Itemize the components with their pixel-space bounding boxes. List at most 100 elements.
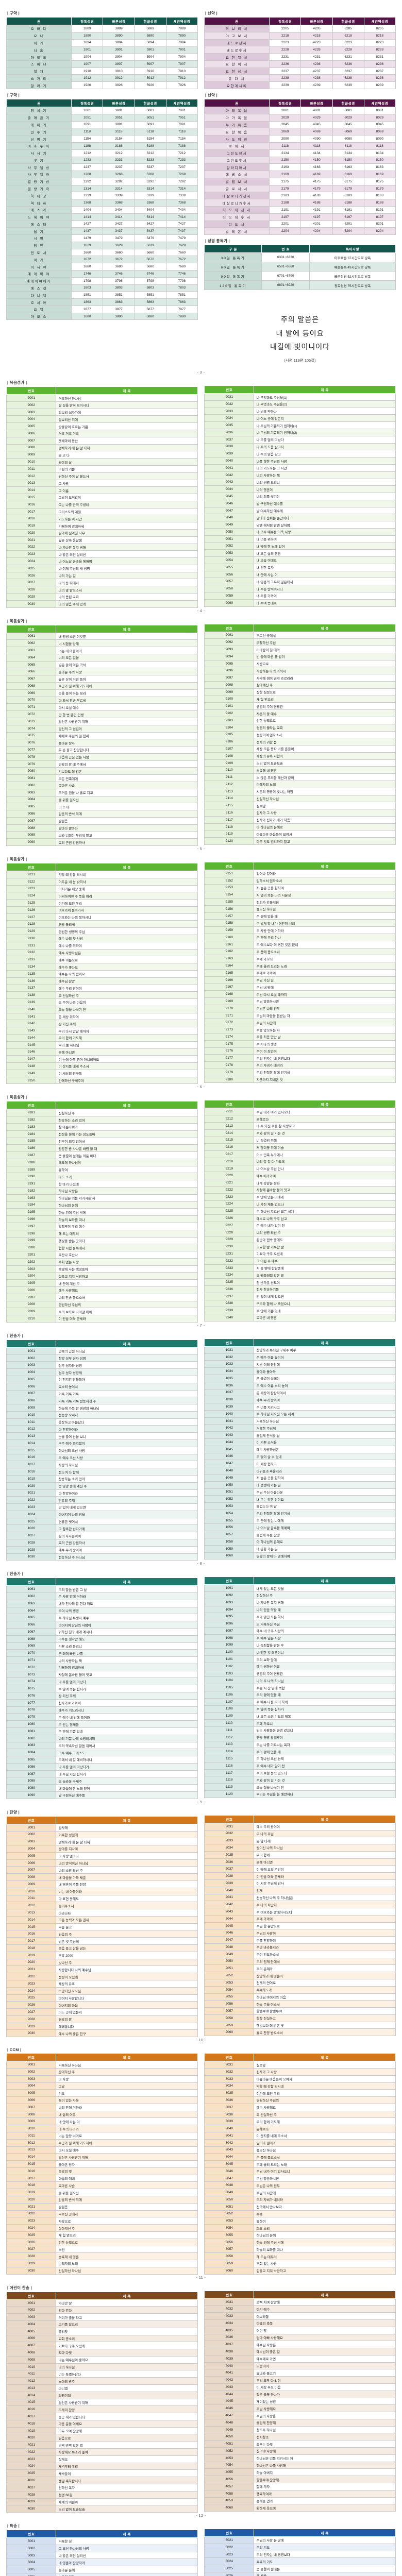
song-row[interactable]: 9104 성령의 불타는 교회 — [204, 723, 396, 732]
song-row[interactable]: 9002 갈 길을 밝히 보이시니 — [6, 401, 198, 409]
song-row[interactable]: 2058 항상 진실하고 — [204, 2014, 396, 2022]
song-row[interactable]: 1035 큰 물결이 설레는 — [204, 1375, 396, 1382]
song-row[interactable]: 9095 사랑으로 — [204, 659, 396, 668]
song-row[interactable]: 9136 예수님 찬양 — [6, 977, 198, 985]
song-row[interactable]: 9032 나 무엇과도 주님을(2) — [204, 400, 396, 408]
song-row[interactable]: 9003 갈보리 십자가에 — [6, 408, 198, 416]
song-row[interactable]: 9225 주 하나님 지으신 모든 세계 — [204, 1207, 396, 1215]
song-row[interactable]: 1112 영광 영광 할렐루야 — [204, 1733, 396, 1741]
song-row[interactable]: 9195 하늘 위에 주님 밖에 — [6, 1208, 198, 1216]
song-row[interactable]: 2037 이 땅에 오직 주만이 — [204, 1865, 396, 1873]
song-row[interactable]: 9213 내 주 되신 주를 참 사랑하고 — [204, 1122, 396, 1130]
song-row[interactable]: 2012 들어주소서 — [6, 1902, 198, 1910]
song-row[interactable]: 9113 시온의 영광이 빛나는 아침 — [204, 787, 396, 795]
song-row[interactable]: 2011 다 표현 못해도 — [6, 1894, 198, 1903]
song-row[interactable]: 1032 주 예수 이름 높이어 — [204, 1353, 396, 1361]
song-row[interactable]: 1007 거룩 거룩 거룩 — [6, 1389, 198, 1398]
song-row[interactable]: 9147 이 눈에 아무 증거 아니뵈어도 — [6, 1055, 198, 1063]
song-row[interactable]: 9138 오 신실하신 주 — [6, 991, 198, 999]
song-row[interactable]: 9145 우리 主 하나님 — [6, 1041, 198, 1049]
song-row[interactable]: 9037 나 주를 멀리 떠났다 — [204, 435, 396, 444]
song-row[interactable]: 4039 예수께로 가면 — [204, 2354, 396, 2363]
song-row[interactable]: 2020 빛나신 주 — [6, 1958, 198, 1967]
song-row[interactable]: 9010 광야의 삶 — [6, 458, 198, 466]
song-row[interactable]: 3007 나의 안에 거하라 — [6, 2103, 198, 2111]
song-row[interactable]: 5023 주의 인자는 내 생명보다 — [204, 2550, 396, 2558]
song-row[interactable]: 9220 예수 따라가며 — [204, 1172, 396, 1180]
song-row[interactable]: 9230 고요한 밤 거룩한 밤 — [204, 1243, 396, 1251]
song-row[interactable]: 4031 손뼉 치며 찬양해 — [204, 2298, 396, 2306]
song-row[interactable]: 3038 오 신실하신 주 — [204, 2110, 396, 2119]
song-row[interactable]: 1036 주 예수 이름 소리 높여 — [204, 1381, 396, 1389]
song-row[interactable]: 1120 우리는 주님을 늘 배반하나 — [204, 1790, 396, 1798]
song-row[interactable]: 5004 내 영혼아 찬양하라 — [6, 2558, 198, 2567]
song-row[interactable]: 9207 나의 찬송 들으소서 — [6, 1293, 198, 1301]
song-row[interactable]: 9199 햇빛을 받는 곳마다 — [6, 1236, 198, 1245]
song-row[interactable]: 9154 저 멀리 뵈는 나의 시온성 — [204, 891, 396, 899]
song-row[interactable]: 9031 나 무엇과도 주님을(1) — [204, 393, 396, 401]
song-row[interactable]: 9146 은혜 아니면 — [6, 1048, 198, 1056]
song-row[interactable]: 9089 보라 너희는 두려워 말고 — [6, 831, 198, 839]
song-row[interactable]: 9194 하나님의 은혜 — [6, 1201, 198, 1209]
song-row[interactable]: 3050 주의 자비가 내려와 — [204, 2196, 396, 2204]
song-row[interactable]: 4036 엄마 아빠 사랑해요 — [204, 2333, 396, 2342]
song-row[interactable]: 9098 살아계신 주 — [204, 681, 396, 689]
song-row[interactable]: 4003 거미가 줄을 타고 — [6, 2313, 198, 2321]
song-row[interactable]: 1082 나의 기쁨 나의 소망되시며 — [6, 1734, 198, 1742]
song-row[interactable]: 2006 나의 반석이신 하나님 — [6, 1859, 198, 1867]
song-row[interactable]: 9232 그 어린 주 예수 — [204, 1257, 396, 1265]
song-row[interactable]: 9106 성자의 귀한 몸 — [204, 738, 396, 746]
song-row[interactable]: 9238 구주와 함께 나 죽었으니 — [204, 1299, 396, 1308]
song-row[interactable]: 1097 예수 내 구주 사랑의 — [204, 1627, 396, 1635]
song-row[interactable]: 1081 주 안에 기쁨 있네 — [6, 1727, 198, 1735]
song-row[interactable]: 4050 천지창조 — [204, 2433, 396, 2441]
song-row[interactable]: 9011 구원의 기쁨 — [6, 465, 198, 473]
song-row[interactable]: 2046 주님의 사랑이 — [204, 1929, 396, 1937]
song-row[interactable]: 3053 통하여 — [204, 2217, 396, 2225]
song-row[interactable]: 9137 예수 우리 왕이여 — [6, 984, 198, 992]
song-row[interactable]: 3034 약할 때 강함 되시네 — [204, 2082, 396, 2090]
song-row[interactable]: 9076 돌아온 탕자 — [6, 739, 198, 747]
song-row[interactable]: 9001 거룩하신 하나님 — [6, 394, 198, 402]
song-row[interactable]: 1068 구주를 생각만 해도 — [6, 1635, 198, 1643]
song-row[interactable]: 9038 나 주의 도움 받고자 — [204, 443, 396, 451]
song-row[interactable]: 1103 생명의 주여 면류관 — [204, 1669, 396, 1677]
song-row[interactable]: 9026 나의 가는 길 — [6, 571, 198, 580]
song-row[interactable]: 9124 어찌하여야 주 뜻을 따라 — [6, 892, 198, 900]
song-row[interactable]: 9096 사랑하는 나의 아버지 — [204, 667, 396, 675]
song-row[interactable]: 3055 하나님의 은혜 — [204, 2231, 396, 2239]
song-row[interactable]: 9039 나 주의 믿음 갖고 — [204, 450, 396, 458]
song-row[interactable]: 1096 오 거룩하신 주님 — [204, 1620, 396, 1628]
song-row[interactable]: 9214 주와 같이 길 가는 것 — [204, 1129, 396, 1137]
song-row[interactable]: 1014 구주 예수 의지함이 — [6, 1439, 198, 1447]
song-row[interactable]: 9006 거룩 거룩 거룩 — [6, 430, 198, 437]
song-row[interactable]: 9005 강물같이 흐르는 기쁨 — [6, 422, 198, 431]
song-row[interactable]: 1101 주의 보좌 앞에 — [204, 1655, 396, 1663]
song-row[interactable]: 9055 내 선한 목자 — [204, 563, 396, 571]
song-row[interactable]: 3029 순례자의 노래 — [6, 2260, 198, 2267]
song-row[interactable]: 4020 믿음으로 — [6, 2434, 198, 2442]
song-row[interactable]: 9046 날 구원하신 예수를 — [204, 499, 396, 507]
song-row[interactable]: 4037 예수님 사랑은 — [204, 2341, 396, 2349]
song-row[interactable]: 4053 하나님은 너를 지키시는 자 — [204, 2454, 396, 2462]
song-row[interactable]: 2050 주의 임재 안에서 — [204, 1957, 396, 1965]
song-row[interactable]: 1039 주 너를 지키시고 — [204, 1403, 396, 1411]
song-row[interactable]: 1084 구주 예수 그리스도 — [6, 1749, 198, 1757]
song-row[interactable]: 9065 넓은 들에 익은 곡식 — [6, 660, 198, 669]
song-row[interactable]: 3052 축복 — [204, 2210, 396, 2218]
song-row[interactable]: 1078 예수가 거느리시니 — [6, 1706, 198, 1714]
song-row[interactable]: 9135 예수는 나의 힘이요 — [6, 970, 198, 978]
song-row[interactable]: 1027 빛의 사자들이여 — [6, 1532, 198, 1539]
song-row[interactable]: 3021 발걸음 — [6, 2202, 198, 2211]
song-row[interactable]: 9170 주님은 나의 전부 — [204, 1004, 396, 1012]
song-row[interactable]: 1022 만유의 주재 — [6, 1496, 198, 1504]
song-row[interactable]: 2019 부흥 2000 — [6, 1951, 198, 1959]
song-row[interactable]: 4004 고기를 잡으러 — [6, 2320, 198, 2328]
song-row[interactable]: 9120 아무 것도 염려하지 말고 — [204, 837, 396, 845]
song-row[interactable]: 4044 작은 불꽃 하나가 — [204, 2390, 396, 2398]
song-row[interactable]: 9105 성령이여 임하소서 — [204, 731, 396, 739]
song-row[interactable]: 1020 큰 영광 중에 계신 주 — [6, 1482, 198, 1490]
song-row[interactable]: 3044 주 품에 품으소서 — [204, 2153, 396, 2161]
song-row[interactable]: 9148 이 산지를 내게 주소서 — [6, 1062, 198, 1070]
song-row[interactable]: 9205 내 안에 계신 주 — [6, 1279, 198, 1287]
